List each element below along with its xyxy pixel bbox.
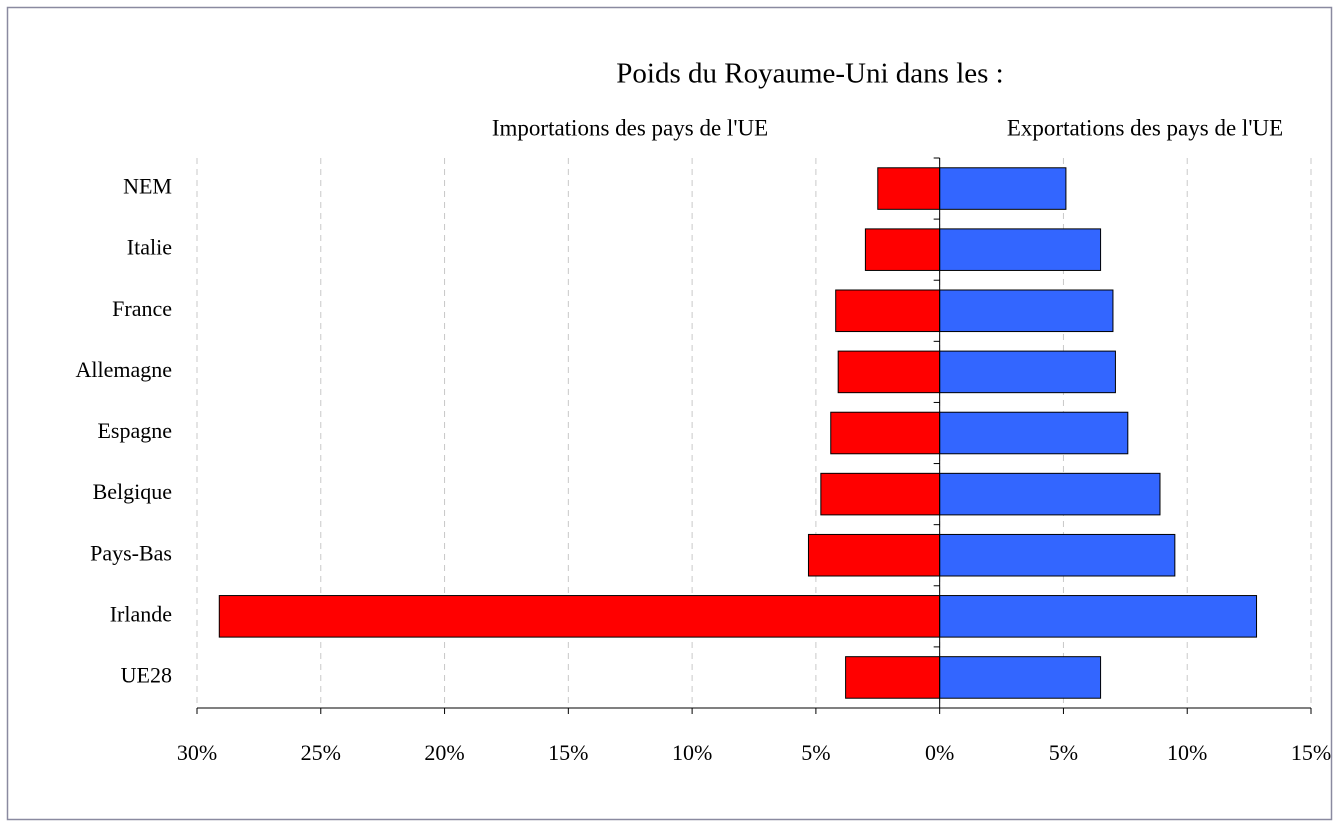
y-tick-label: Espagne bbox=[97, 418, 172, 443]
series-header: Importations des pays de l'UE bbox=[492, 115, 768, 140]
bar bbox=[939, 656, 1102, 699]
bar bbox=[939, 595, 1258, 638]
bar bbox=[939, 411, 1129, 455]
x-tick-label: 20% bbox=[424, 740, 464, 765]
bar bbox=[939, 289, 1114, 333]
bar bbox=[939, 167, 1067, 210]
bar bbox=[845, 656, 941, 699]
bar bbox=[807, 533, 941, 577]
x-tick-label: 0% bbox=[925, 740, 954, 765]
x-tick-label: 30% bbox=[177, 740, 217, 765]
bar bbox=[939, 228, 1102, 271]
x-tick-label: 10% bbox=[1167, 740, 1207, 765]
x-tick-label: 10% bbox=[672, 740, 712, 765]
x-tick-label: 15% bbox=[548, 740, 588, 765]
x-tick-label: 5% bbox=[1049, 740, 1078, 765]
bar bbox=[939, 533, 1176, 577]
bar bbox=[837, 350, 941, 394]
bar bbox=[830, 411, 941, 455]
y-tick-label: Irlande bbox=[110, 601, 172, 626]
bar bbox=[218, 595, 941, 638]
x-tick-label: 25% bbox=[301, 740, 341, 765]
bar bbox=[820, 472, 941, 516]
y-tick-label: Italie bbox=[127, 235, 172, 260]
y-tick-label: Allemagne bbox=[75, 357, 172, 382]
y-tick-label: NEM bbox=[123, 174, 172, 199]
y-tick-label: Belgique bbox=[93, 479, 172, 504]
bar bbox=[939, 472, 1161, 516]
x-tick-label: 15% bbox=[1291, 740, 1331, 765]
bar bbox=[864, 228, 941, 271]
y-tick-label: France bbox=[112, 296, 172, 321]
y-tick-label: UE28 bbox=[121, 662, 172, 687]
bar bbox=[835, 289, 941, 333]
bar bbox=[939, 350, 1116, 394]
x-tick-label: 5% bbox=[801, 740, 830, 765]
y-tick-label: Pays-Bas bbox=[90, 540, 172, 565]
series-header: Exportations des pays de l'UE bbox=[1007, 115, 1283, 140]
chart-title: Poids du Royaume-Uni dans les : bbox=[616, 58, 1003, 90]
bar bbox=[877, 167, 941, 210]
